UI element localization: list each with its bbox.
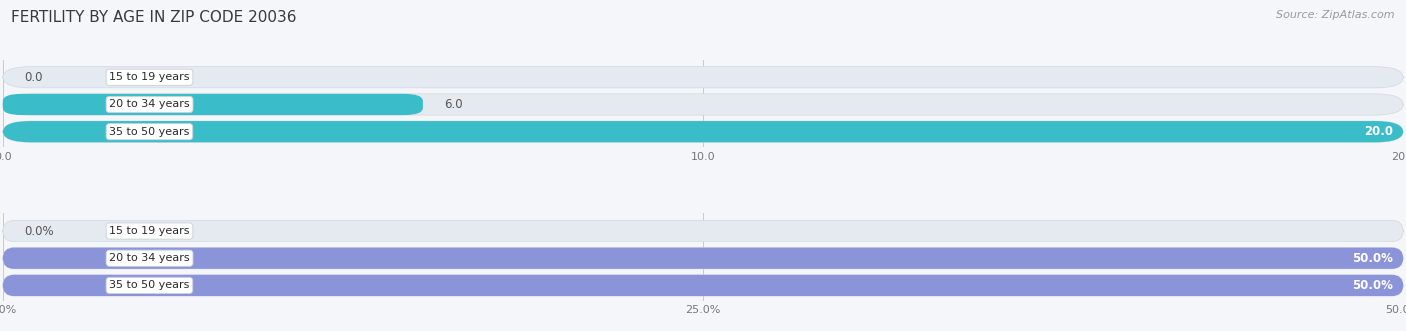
Text: 20 to 34 years: 20 to 34 years xyxy=(110,99,190,110)
FancyBboxPatch shape xyxy=(3,67,1403,88)
FancyBboxPatch shape xyxy=(3,248,1403,269)
Text: Source: ZipAtlas.com: Source: ZipAtlas.com xyxy=(1277,10,1395,20)
FancyBboxPatch shape xyxy=(3,121,1403,142)
Text: 35 to 50 years: 35 to 50 years xyxy=(110,127,190,137)
Text: 20.0: 20.0 xyxy=(1364,125,1393,138)
Text: 0.0: 0.0 xyxy=(24,71,42,84)
Text: 0.0%: 0.0% xyxy=(24,224,53,238)
Text: 50.0%: 50.0% xyxy=(1353,279,1393,292)
FancyBboxPatch shape xyxy=(3,275,1403,296)
Text: 15 to 19 years: 15 to 19 years xyxy=(110,226,190,236)
Text: 15 to 19 years: 15 to 19 years xyxy=(110,72,190,82)
FancyBboxPatch shape xyxy=(3,94,423,115)
FancyBboxPatch shape xyxy=(3,94,1403,115)
Text: 50.0%: 50.0% xyxy=(1353,252,1393,265)
Text: 20 to 34 years: 20 to 34 years xyxy=(110,253,190,263)
FancyBboxPatch shape xyxy=(3,275,1403,296)
Text: 35 to 50 years: 35 to 50 years xyxy=(110,280,190,290)
Text: 6.0: 6.0 xyxy=(444,98,463,111)
FancyBboxPatch shape xyxy=(3,220,1403,242)
FancyBboxPatch shape xyxy=(3,121,1403,142)
FancyBboxPatch shape xyxy=(3,248,1403,269)
Text: FERTILITY BY AGE IN ZIP CODE 20036: FERTILITY BY AGE IN ZIP CODE 20036 xyxy=(11,10,297,25)
